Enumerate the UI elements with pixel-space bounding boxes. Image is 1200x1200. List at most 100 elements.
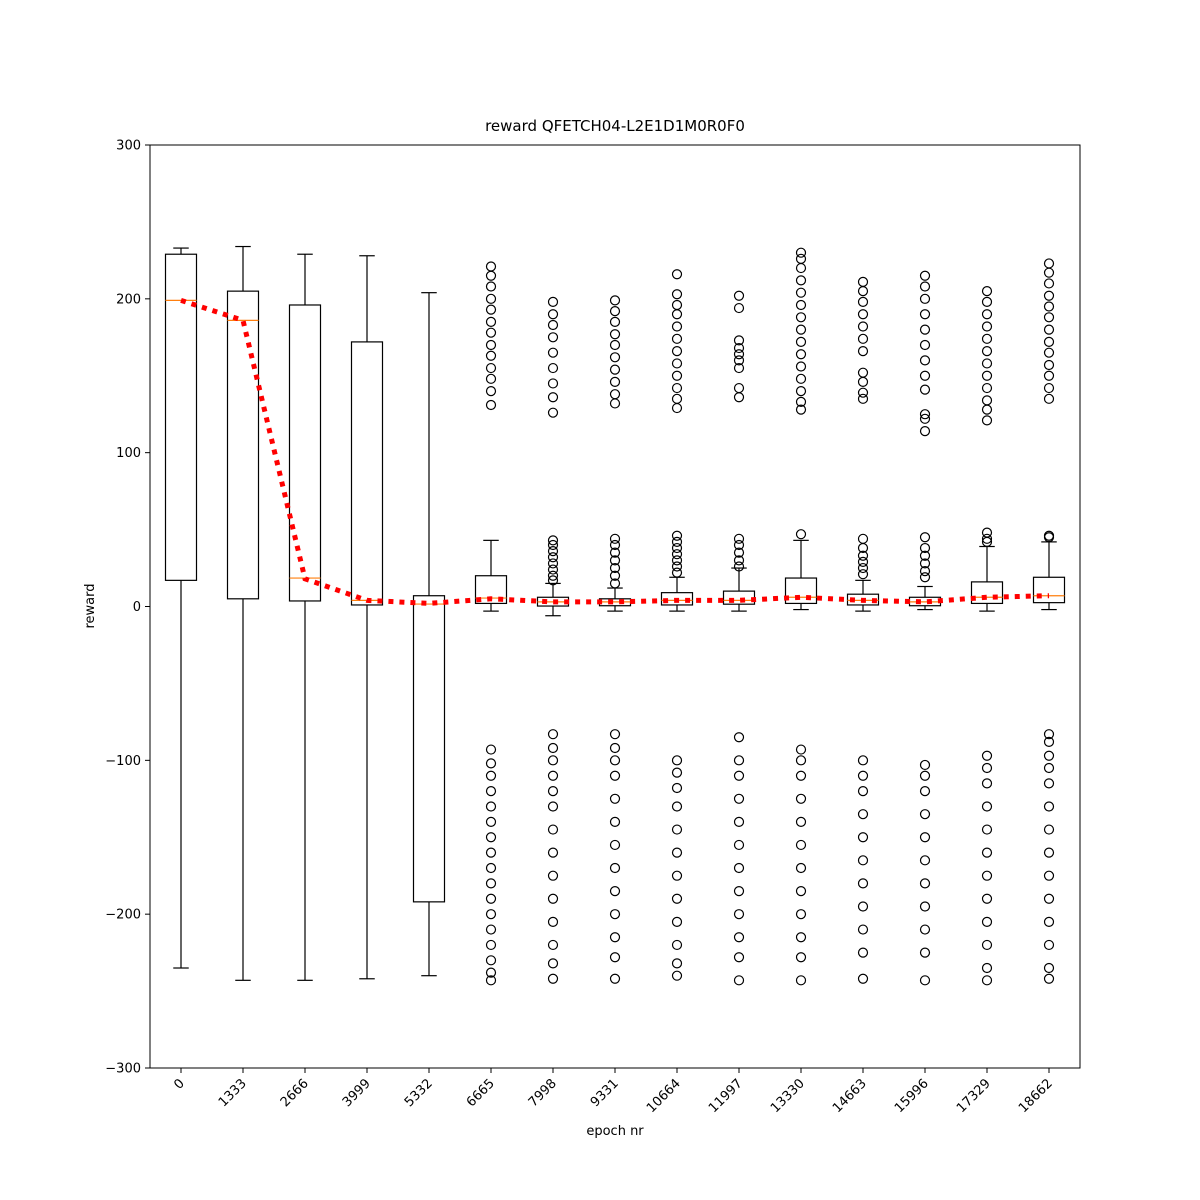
outlier <box>671 893 683 904</box>
outlier <box>1043 290 1055 301</box>
outlier <box>485 770 497 781</box>
outlier <box>733 732 745 743</box>
y-tick-label: 200 <box>116 292 141 307</box>
box <box>970 581 1004 605</box>
outlier <box>485 967 497 978</box>
outlier <box>981 358 993 369</box>
outlier <box>919 370 931 381</box>
outlier <box>795 312 807 323</box>
outlier <box>733 561 745 572</box>
outlier <box>795 793 807 804</box>
outlier <box>795 755 807 766</box>
outlier <box>1043 729 1055 740</box>
plot-frame <box>149 144 1081 1069</box>
outlier <box>857 286 869 297</box>
outlier <box>547 973 559 984</box>
box <box>412 595 446 903</box>
outlier <box>609 729 621 740</box>
outlier <box>733 793 745 804</box>
outlier <box>547 552 559 563</box>
outlier <box>981 778 993 789</box>
outlier <box>981 404 993 415</box>
outlier <box>485 373 497 384</box>
outlier <box>919 532 931 543</box>
outlier <box>485 350 497 361</box>
outlier <box>733 770 745 781</box>
outlier <box>547 801 559 812</box>
outlier <box>857 770 869 781</box>
box <box>1032 576 1066 604</box>
outlier <box>795 909 807 920</box>
outlier <box>795 262 807 274</box>
outlier <box>795 324 807 335</box>
outlier <box>609 862 621 874</box>
outlier <box>671 530 683 541</box>
box <box>660 592 694 606</box>
outlier <box>1043 336 1055 348</box>
outlier <box>547 309 559 320</box>
outlier <box>671 847 683 858</box>
y-tick-label: 300 <box>116 139 141 154</box>
outlier <box>795 839 807 851</box>
box <box>474 575 508 605</box>
outlier <box>981 321 993 332</box>
outlier <box>795 816 807 827</box>
outlier <box>609 295 621 306</box>
outlier <box>671 309 683 320</box>
outlier <box>547 958 559 969</box>
outlier <box>919 770 931 781</box>
outlier <box>1043 801 1055 812</box>
outlier <box>733 392 745 403</box>
outlier <box>795 287 807 298</box>
outlier <box>671 567 683 578</box>
outlier <box>919 409 931 420</box>
outlier <box>671 824 683 835</box>
outlier <box>547 770 559 781</box>
outlier <box>981 824 993 835</box>
outlier <box>547 847 559 858</box>
outlier <box>671 536 683 547</box>
outlier <box>609 952 621 963</box>
outlier <box>981 415 993 426</box>
outlier <box>485 744 497 755</box>
outlier <box>919 855 931 866</box>
outlier <box>733 355 745 366</box>
outlier <box>1043 824 1055 835</box>
outlier <box>485 785 497 797</box>
outlier <box>1043 962 1055 974</box>
outlier <box>795 361 807 372</box>
outlier <box>671 542 683 554</box>
outlier <box>795 862 807 874</box>
outlier <box>609 316 621 328</box>
outlier <box>547 546 559 557</box>
outlier <box>981 847 993 858</box>
outlier <box>485 339 497 351</box>
outlier <box>857 562 869 574</box>
outlier <box>671 555 683 566</box>
outlier <box>919 413 931 424</box>
outlier <box>733 362 745 374</box>
outlier <box>733 932 745 943</box>
outlier <box>733 539 745 551</box>
outlier <box>919 566 931 577</box>
outlier <box>919 293 931 304</box>
outlier <box>1043 916 1055 927</box>
outlier <box>1043 750 1055 761</box>
outlier <box>981 801 993 812</box>
outlier <box>795 932 807 943</box>
outlier <box>981 296 993 308</box>
outlier <box>547 539 559 551</box>
outlier <box>609 547 621 558</box>
outlier <box>485 816 497 827</box>
outlier <box>733 885 745 897</box>
outlier <box>981 382 993 394</box>
outlier <box>795 247 807 258</box>
outlier <box>919 384 931 395</box>
outlier <box>857 333 869 344</box>
outlier <box>485 975 497 986</box>
outlier <box>547 535 559 546</box>
outlier <box>1043 973 1055 984</box>
outlier <box>547 319 559 331</box>
outlier <box>981 939 993 951</box>
outlier <box>671 801 683 812</box>
